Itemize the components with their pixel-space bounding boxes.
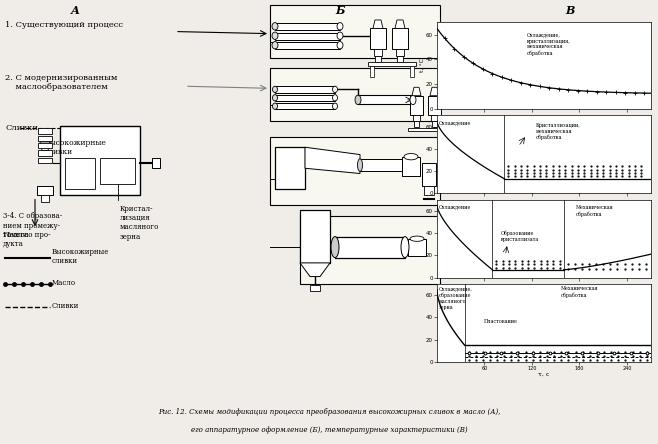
Ellipse shape (272, 32, 278, 40)
Text: В: В (565, 5, 574, 16)
Text: Кристал-
лизация
масляного
зерна: Кристал- лизация масляного зерна (120, 205, 159, 241)
Bar (422, 163, 436, 186)
Bar (275, 32, 340, 40)
Polygon shape (395, 20, 405, 28)
Text: А: А (70, 5, 80, 16)
Ellipse shape (272, 86, 278, 92)
Bar (38, 128, 52, 134)
Bar (408, 128, 448, 131)
Text: Высокожирные
сливки: Высокожирные сливки (45, 139, 107, 156)
Text: Сливки: Сливки (5, 124, 38, 132)
Bar (41, 194, 49, 202)
Text: Сливки: Сливки (52, 302, 80, 310)
Text: Пахта: Пахта (3, 231, 30, 239)
Ellipse shape (272, 103, 278, 109)
Bar (396, 49, 404, 56)
Bar (275, 103, 335, 109)
Ellipse shape (337, 42, 343, 49)
Bar (402, 157, 420, 176)
Text: Охлаждение: Охлаждение (439, 121, 471, 126)
Text: Рис. 12. Схемы модификации процесса преобразования высокожирных сливок в масло (: Рис. 12. Схемы модификации процесса прео… (158, 408, 500, 416)
Ellipse shape (272, 23, 278, 30)
Bar (300, 210, 330, 263)
Polygon shape (373, 20, 383, 28)
Bar (392, 28, 408, 49)
Bar (431, 115, 438, 121)
Bar (432, 121, 437, 127)
Bar (38, 158, 52, 163)
Polygon shape (40, 142, 50, 151)
Bar (100, 158, 135, 184)
Text: Механическая
обработка: Механическая обработка (561, 286, 599, 298)
Bar (38, 151, 52, 156)
Ellipse shape (401, 237, 409, 258)
Bar (65, 158, 95, 189)
Ellipse shape (332, 95, 338, 101)
X-axis label: τ, с: τ, с (538, 372, 549, 377)
Text: Б: Б (335, 5, 345, 16)
Ellipse shape (410, 236, 424, 242)
Text: Охлаждение,
кристаллизация,
механическая
обработка: Охлаждение, кристаллизация, механическая… (527, 32, 570, 56)
Bar (270, 5, 440, 58)
Bar (410, 66, 414, 77)
Ellipse shape (357, 159, 363, 171)
Bar (370, 66, 374, 77)
Y-axis label: t, °C: t, °C (419, 59, 424, 72)
Bar (370, 28, 386, 49)
Text: 3-4. С образова-
нием промежу-
точного про-
дукта: 3-4. С образова- нием промежу- точного п… (3, 212, 62, 248)
Bar (368, 62, 416, 66)
Polygon shape (430, 87, 439, 96)
Ellipse shape (332, 103, 338, 109)
Bar (397, 56, 403, 62)
Ellipse shape (337, 23, 343, 30)
Ellipse shape (337, 32, 343, 40)
Bar (37, 186, 53, 194)
Bar (428, 96, 441, 115)
Ellipse shape (404, 154, 418, 160)
Bar (275, 86, 335, 92)
Bar (360, 159, 410, 171)
Bar (270, 68, 440, 121)
Bar (375, 56, 381, 62)
Bar (275, 42, 340, 49)
Bar (413, 115, 420, 121)
Text: 1. Существующий процесс: 1. Существующий процесс (5, 21, 123, 29)
Text: Механическая
обработка: Механическая обработка (576, 205, 614, 217)
Bar (275, 147, 305, 189)
Text: Образование
кристаллизата: Образование кристаллизата (501, 231, 540, 242)
Bar (152, 158, 160, 168)
Ellipse shape (272, 95, 278, 101)
Text: Кристаллизации,
механическая
обработка: Кристаллизации, механическая обработка (536, 123, 580, 140)
Ellipse shape (272, 42, 278, 49)
Bar (310, 285, 320, 291)
Bar (300, 216, 440, 284)
Bar (38, 136, 52, 141)
Bar (358, 95, 413, 104)
Bar (60, 126, 140, 194)
Ellipse shape (331, 237, 339, 258)
Text: Пластование: Пластование (484, 319, 518, 324)
Polygon shape (412, 87, 421, 96)
Text: 2. С модернизированным
    маслообразователем: 2. С модернизированным маслообразователе… (5, 74, 117, 91)
Text: Охлаждение: Охлаждение (439, 205, 471, 210)
Text: его аппаратурное оформление (Б), температурные характеристики (В): его аппаратурное оформление (Б), темпера… (191, 426, 467, 434)
Bar (414, 121, 419, 127)
Bar (335, 237, 405, 258)
Ellipse shape (355, 95, 361, 105)
Text: Масло: Масло (52, 279, 76, 287)
Bar (275, 23, 340, 31)
Polygon shape (305, 147, 360, 174)
Bar (275, 95, 335, 101)
Bar (424, 186, 434, 194)
Bar (410, 96, 423, 115)
Text: Высокожирные
сливки: Высокожирные сливки (52, 248, 109, 265)
Bar (408, 239, 426, 256)
Polygon shape (300, 263, 330, 277)
Bar (270, 137, 440, 205)
Text: Охлаждение,
образование
масляного
зерна: Охлаждение, образование масляного зерна (439, 286, 473, 309)
Ellipse shape (410, 95, 416, 105)
Bar (38, 143, 52, 148)
Ellipse shape (332, 86, 338, 92)
Bar (374, 49, 382, 56)
